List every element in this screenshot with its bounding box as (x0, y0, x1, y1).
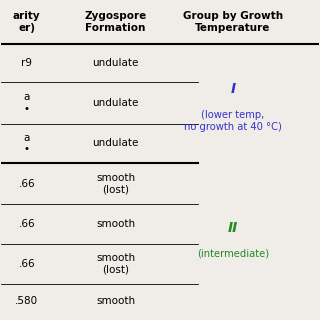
Text: arity
er): arity er) (13, 11, 41, 33)
Text: a
•: a • (24, 132, 30, 154)
Text: II: II (228, 221, 238, 235)
Text: smooth: smooth (96, 296, 135, 306)
Text: smooth
(lost): smooth (lost) (96, 173, 135, 195)
Text: undulate: undulate (92, 138, 139, 148)
Text: Zygospore
Formation: Zygospore Formation (84, 11, 147, 33)
Text: r9: r9 (21, 58, 32, 68)
Text: .66: .66 (19, 219, 35, 229)
Text: I: I (230, 83, 236, 96)
Text: undulate: undulate (92, 58, 139, 68)
Text: .580: .580 (15, 296, 38, 306)
Text: smooth
(lost): smooth (lost) (96, 253, 135, 275)
Text: Group by Growth
Temperature: Group by Growth Temperature (183, 11, 283, 33)
Text: smooth: smooth (96, 219, 135, 229)
Text: .66: .66 (19, 179, 35, 189)
Text: (intermediate): (intermediate) (197, 249, 269, 259)
Text: undulate: undulate (92, 98, 139, 108)
Text: a
•: a • (24, 92, 30, 114)
Text: .66: .66 (19, 259, 35, 269)
Text: (lower temp,
no growth at 40 °C): (lower temp, no growth at 40 °C) (184, 110, 282, 132)
